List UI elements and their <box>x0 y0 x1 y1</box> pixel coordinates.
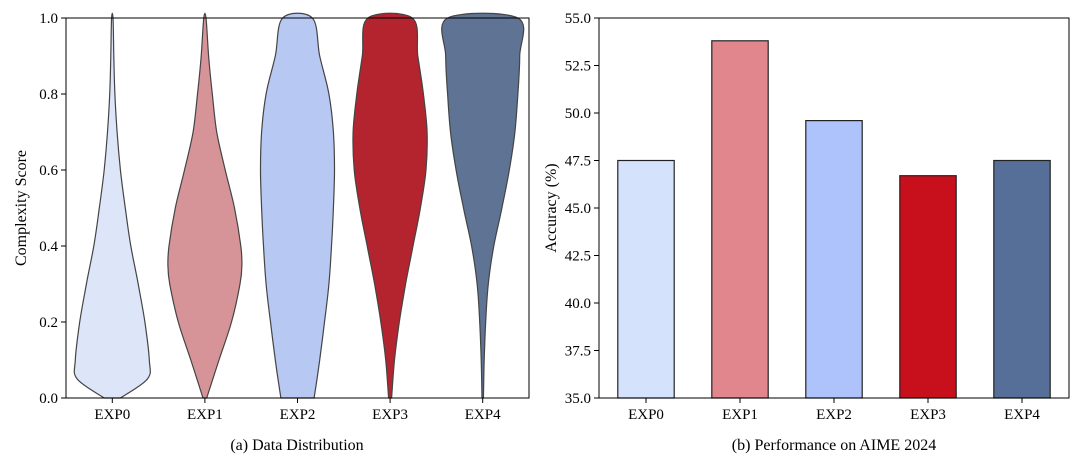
y-tick-label: 0.4 <box>39 239 58 255</box>
violin-panel: 0.00.20.40.60.81.0 EXP0 EXP1 EXP2 EXP3 EXP4 … <box>13 11 530 454</box>
y-tick-label: 0.0 <box>39 391 58 407</box>
y-tick-label: 40.0 <box>565 296 591 312</box>
violin-x-ticks: EXP0 EXP1 EXP2 EXP3 EXP4 <box>94 398 501 423</box>
violin-exp4 <box>441 12 525 399</box>
violin-exp3 <box>352 12 428 399</box>
violin-y-axis-label: Complexity Score <box>13 150 30 266</box>
x-tick-label: EXP0 <box>94 407 130 423</box>
x-tick-label: EXP1 <box>187 407 223 423</box>
bar-caption: (b) Performance on AIME 2024 <box>732 437 936 454</box>
y-tick-label: 0.6 <box>39 163 58 179</box>
y-tick-label: 45.0 <box>565 201 591 217</box>
x-tick-label: EXP4 <box>1004 407 1040 423</box>
x-tick-label: EXP2 <box>816 407 852 423</box>
bar-x-ticks: EXP0 EXP1 EXP2 EXP3 EXP4 <box>628 398 1040 423</box>
y-tick-label: 35.0 <box>565 391 591 407</box>
x-tick-label: EXP0 <box>628 407 664 423</box>
x-tick-label: EXP3 <box>910 407 946 423</box>
y-tick-label: 50.0 <box>565 106 591 122</box>
y-tick-label: 47.5 <box>565 154 591 170</box>
bar-marks <box>617 40 1051 399</box>
y-tick-label: 37.5 <box>565 344 591 360</box>
violin-exp2 <box>259 12 336 399</box>
violin-y-ticks: 0.0 0.2 0.4 0.6 0.8 1.0 <box>39 11 66 407</box>
y-tick-label: 0.2 <box>39 315 58 331</box>
bar-exp2 <box>805 119 863 399</box>
x-tick-label: EXP4 <box>465 407 501 423</box>
violin-exp0 <box>73 12 151 399</box>
bar-exp0 <box>617 159 675 399</box>
bar-exp1 <box>711 40 769 399</box>
violin-marks <box>73 12 525 399</box>
x-tick-label: EXP2 <box>280 407 316 423</box>
y-tick-label: 52.5 <box>565 59 591 75</box>
y-tick-label: 0.8 <box>39 87 58 103</box>
bar-exp3 <box>899 175 957 399</box>
y-tick-label: 42.5 <box>565 249 591 265</box>
x-tick-label: EXP3 <box>372 407 408 423</box>
bar-panel: 35.0 37.5 40.0 42.5 45.0 47.5 50.0 52.5 55.0 EXP… <box>543 11 1070 454</box>
bar-y-axis-label: Accuracy (%) <box>543 163 560 252</box>
x-tick-label: EXP1 <box>722 407 758 423</box>
bar-exp4 <box>993 159 1051 399</box>
y-tick-label: 55.0 <box>565 11 591 27</box>
violin-caption: (a) Data Distribution <box>230 437 363 454</box>
violin-exp1 <box>167 12 243 399</box>
bar-y-ticks: 35.0 37.5 40.0 42.5 45.0 47.5 50.0 52.5 55.0 <box>565 11 599 407</box>
y-tick-label: 1.0 <box>39 11 58 27</box>
